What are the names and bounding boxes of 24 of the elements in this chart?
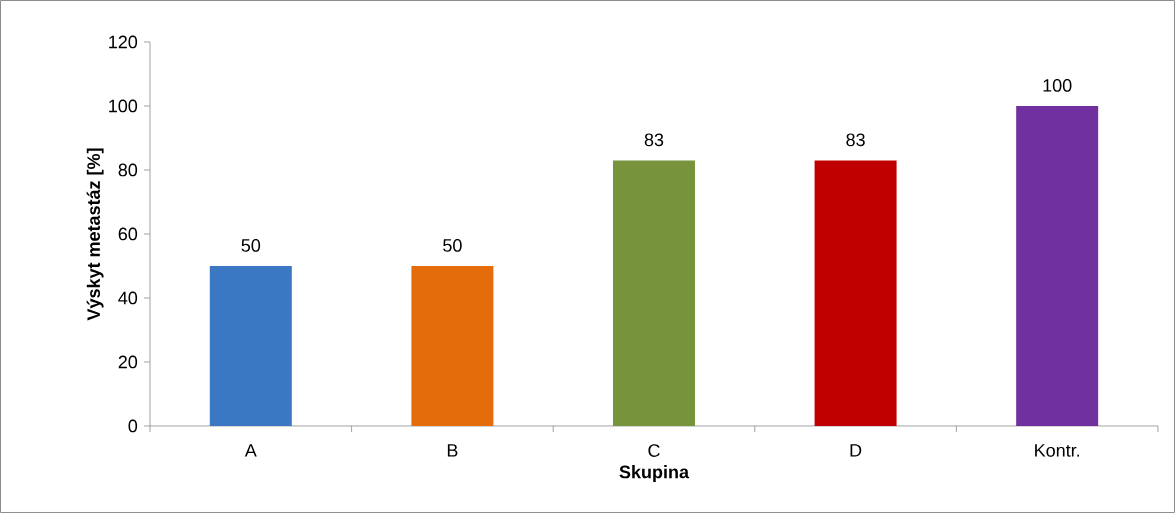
x-tick-label: B (447, 444, 458, 457)
data-label: 100 (1043, 79, 1072, 92)
y-tick-label: 80 (118, 163, 138, 177)
bar (209, 265, 292, 426)
data-label: 83 (846, 133, 865, 147)
x-tick-label: Kontr. (1035, 444, 1080, 457)
y-tick-label: 20 (118, 355, 138, 369)
data-label: 50 (443, 239, 462, 252)
x-tick-label: D (850, 444, 862, 457)
y-tick-label: 60 (118, 227, 138, 241)
x-axis-title: Skupina (619, 465, 690, 482)
x-tick-label: A (244, 444, 257, 457)
data-label: 50 (241, 239, 261, 252)
y-tick-label: 120 (109, 35, 138, 49)
bar (612, 160, 695, 426)
y-axis-title: Výskyt metastáz [%] (86, 148, 104, 321)
bar (1016, 105, 1099, 426)
bar (411, 265, 494, 426)
y-tick-label: 100 (109, 99, 138, 113)
y-tick-label: 40 (118, 291, 138, 305)
y-tick-label: 0 (128, 419, 138, 433)
bar (814, 160, 897, 426)
data-label: 83 (644, 133, 664, 147)
x-tick-label: C (648, 444, 660, 457)
